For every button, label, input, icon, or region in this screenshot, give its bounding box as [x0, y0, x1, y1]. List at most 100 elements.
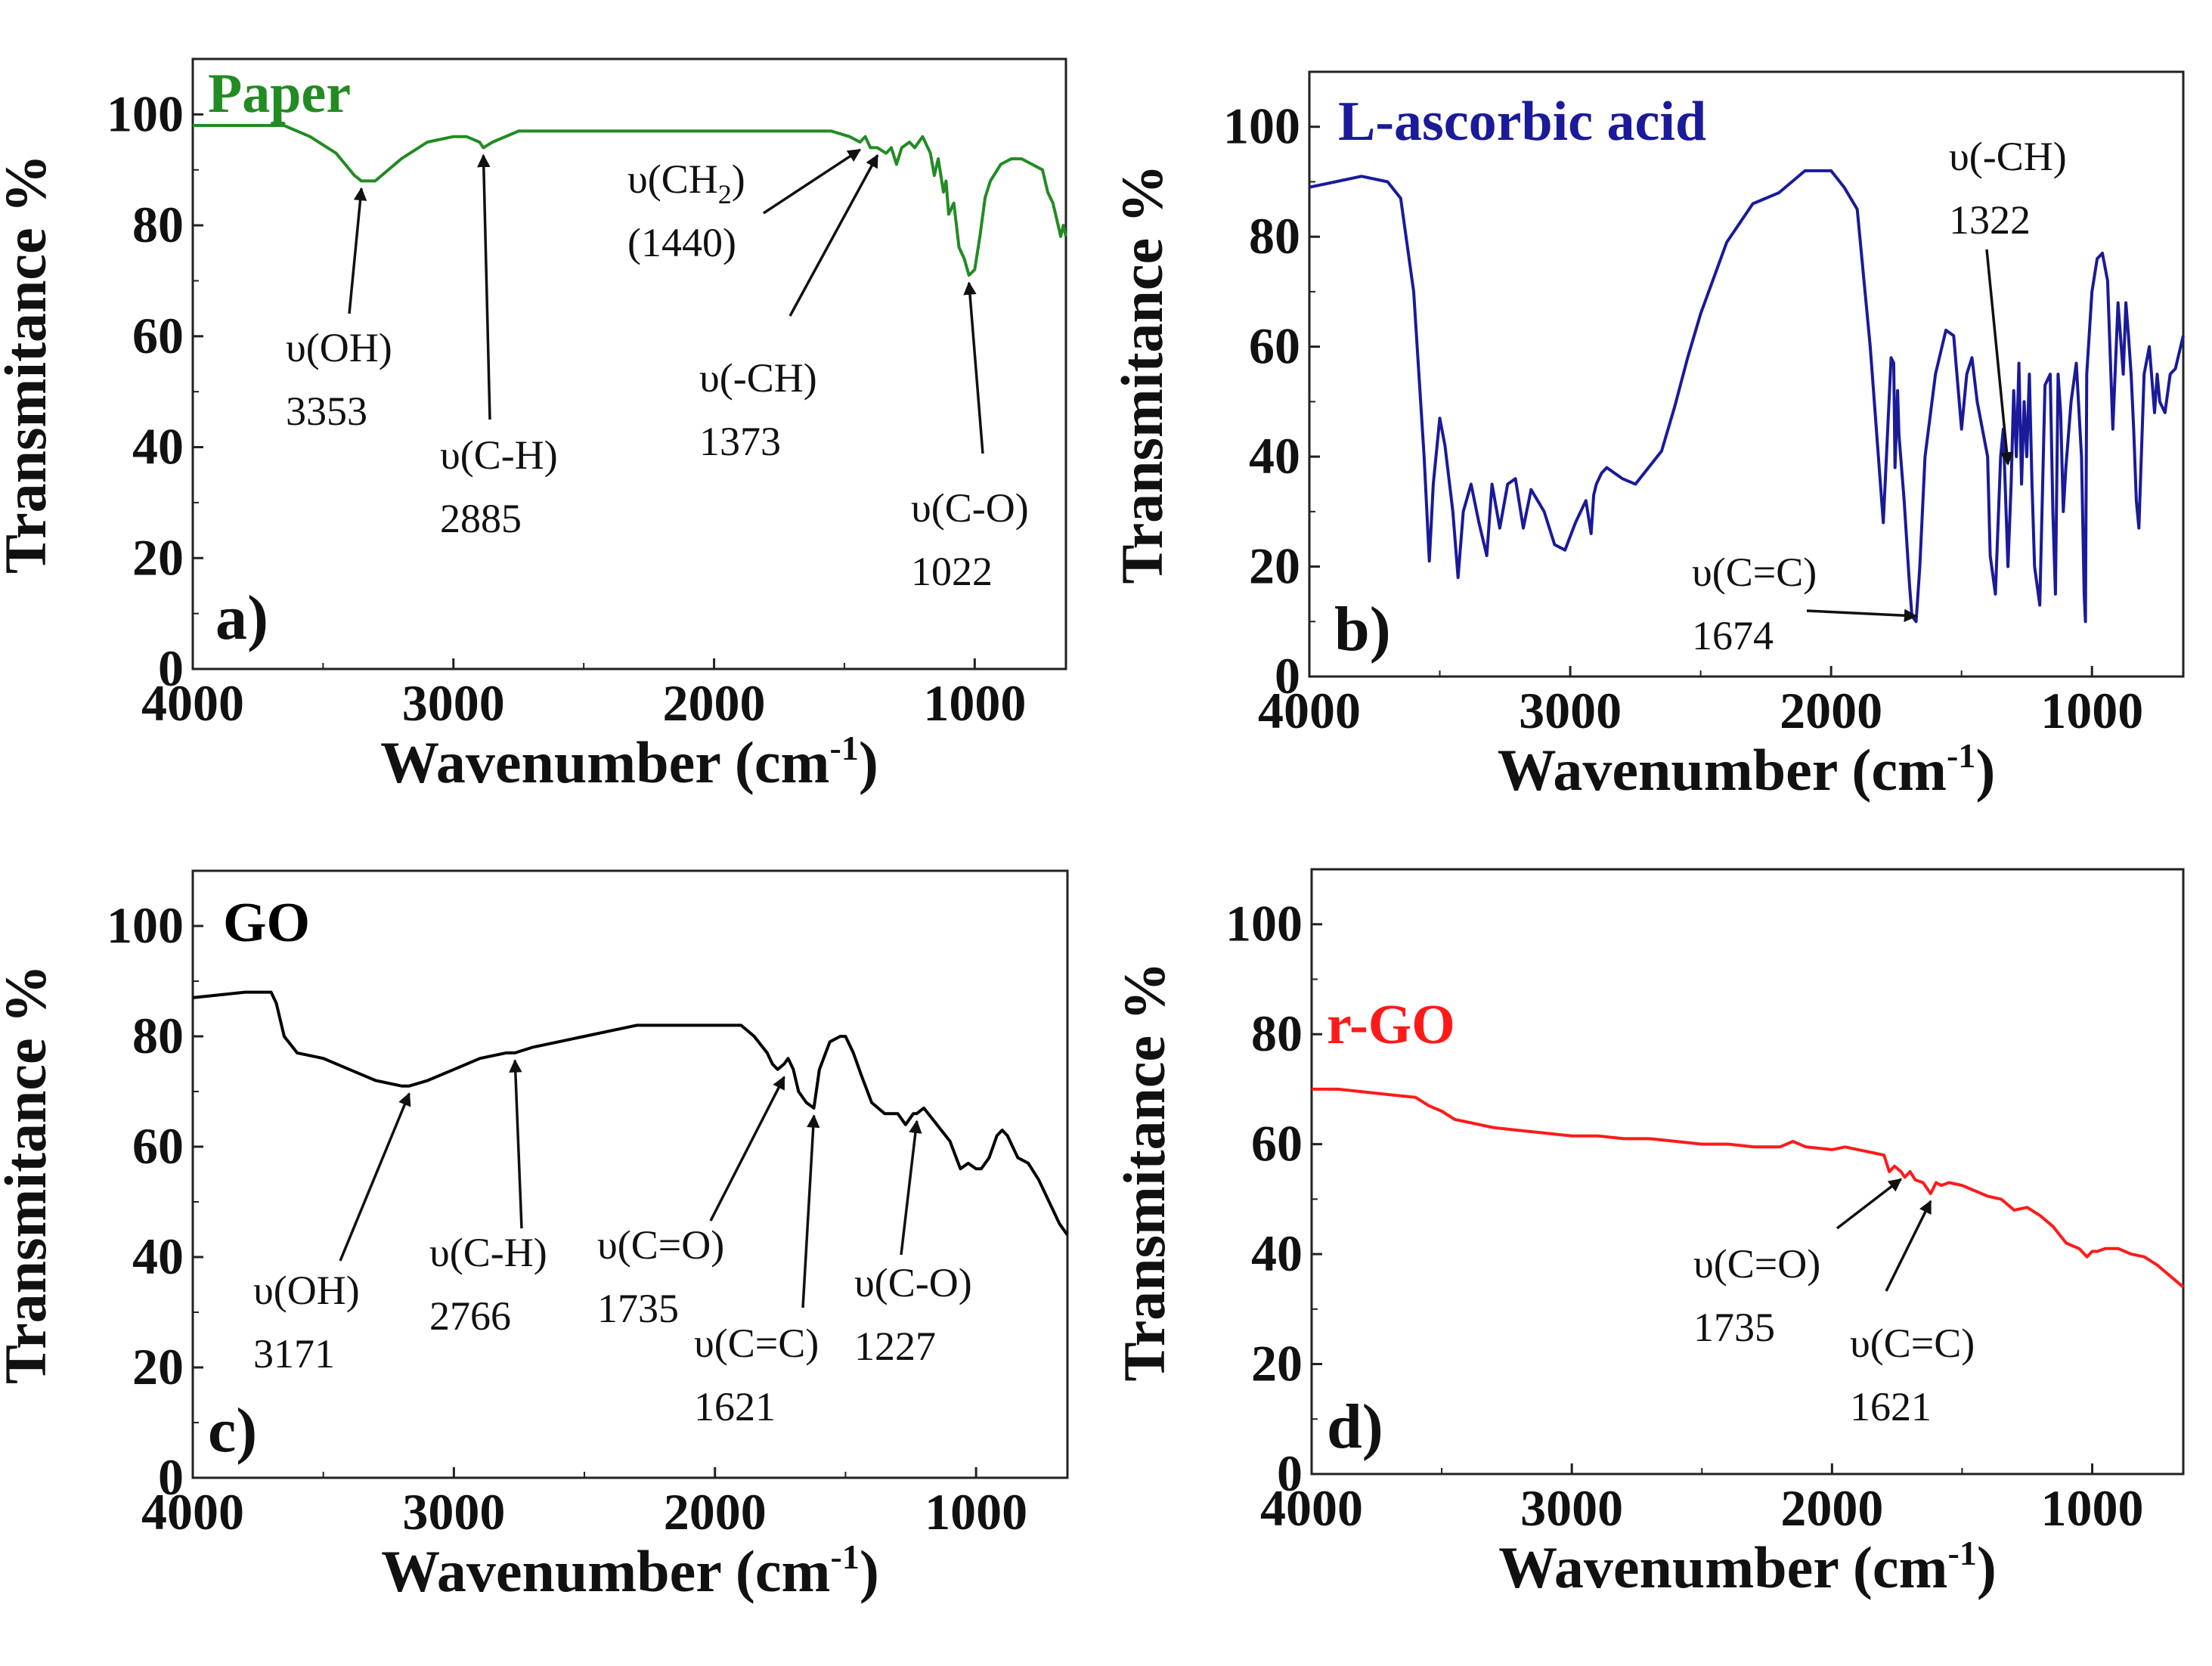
series-line-l-ascorbic-acid: [1309, 169, 2185, 624]
y-tick-label: 20: [132, 528, 184, 586]
annotation-arrow: [477, 153, 491, 420]
annotation-label: υ(C=C): [1692, 550, 1817, 595]
annotation-arrow: [339, 1092, 411, 1262]
y-tick-label: 0: [158, 639, 184, 697]
x-tick-label: 3000: [402, 674, 505, 732]
annotation-value: 1022: [911, 549, 993, 594]
annotation-arrow: [801, 1114, 820, 1308]
plot-frame: [1310, 868, 2185, 1476]
y-tick-label: 0: [158, 1448, 184, 1506]
x-tick-label: 1000: [2041, 1479, 2144, 1537]
x-tick-label: 2000: [1780, 682, 1882, 739]
panel-title: GO: [223, 892, 310, 954]
panel-title: L-ascorbic acid: [1338, 91, 1706, 153]
panel-c: 0 20 40 60 80 100 4000 3000 2000 1000 Wavenumber (…: [0, 869, 1069, 1604]
annotation-value: 1674: [1692, 613, 1774, 658]
annotation-value: 2885: [440, 496, 522, 541]
annotation-arrow: [1885, 1200, 1932, 1292]
annotation-arrow: [763, 148, 862, 215]
y-tick-label: 100: [1225, 895, 1303, 952]
annotation-arrow: [348, 187, 367, 314]
annotation-value: 3353: [286, 389, 367, 434]
y-axis-title: Transmitance %: [0, 154, 58, 574]
annotation-arrow: [1806, 608, 1918, 622]
x-axis-title: Wavenumber (cm-1): [381, 1537, 879, 1604]
annotation-label: υ(C-O): [854, 1260, 972, 1305]
panel-letter: c): [208, 1395, 257, 1466]
y-tick-label: 60: [1249, 317, 1300, 375]
y-tick-label: 20: [1251, 1335, 1303, 1392]
annotation-arrow: [900, 1119, 922, 1256]
y-tick-label: 40: [132, 418, 184, 475]
y-tick-label: 100: [107, 85, 184, 142]
y-tick-label: 40: [1251, 1225, 1303, 1282]
panel-letter: a): [215, 583, 268, 653]
y-tick-label: 60: [132, 1117, 184, 1175]
panel-title: r-GO: [1327, 994, 1455, 1056]
panel-title: Paper: [208, 63, 351, 125]
y-tick-label: 80: [1251, 1005, 1303, 1062]
y-axis-title: Transmitance %: [1111, 962, 1177, 1381]
x-tick-label: 2000: [663, 674, 766, 732]
annotation-value: 2766: [429, 1293, 511, 1339]
plot-frame: [191, 869, 1069, 1479]
annotation-label: υ(C=O): [1693, 1241, 1820, 1287]
annotation-arrow: [1836, 1178, 1902, 1230]
annotation-value: 1735: [1693, 1305, 1775, 1350]
y-axis-title: Transmitance %: [0, 965, 58, 1384]
annotation-arrow: [1985, 249, 2014, 466]
annotation-arrow: [963, 281, 984, 454]
y-axis-title: Transmitance %: [1109, 164, 1175, 584]
panel-d: 0 20 40 60 80 100 4000 3000 2000 1000 Wavenumber (…: [1111, 868, 2185, 1600]
y-tick-label: 60: [132, 307, 184, 364]
x-tick-label: 1000: [925, 1483, 1027, 1541]
annotation-value: 1621: [1850, 1384, 1932, 1429]
x-tick-label: 4000: [1258, 682, 1361, 739]
plot-frame: [1308, 70, 2185, 678]
y-tick-label: 100: [1223, 98, 1300, 155]
x-tick-label: 2000: [1780, 1479, 1883, 1537]
y-tick-label: 80: [132, 196, 184, 253]
x-axis-title: Wavenumber (cm-1): [1498, 736, 1996, 803]
panel-a: 0 20 40 60 80 100 4000 3000 2000 1000 Wavenumber (…: [0, 57, 1067, 795]
annotation-value: 1227: [854, 1324, 936, 1369]
x-tick-label: 4000: [141, 674, 244, 732]
x-tick-label: 1000: [923, 674, 1026, 732]
x-tick-label: 4000: [1260, 1479, 1363, 1537]
y-tick-label: 40: [1249, 427, 1300, 485]
annotation-value: 1621: [694, 1384, 776, 1429]
x-axis-title: Wavenumber (cm-1): [1498, 1534, 1997, 1600]
x-tick-label: 4000: [141, 1483, 244, 1541]
annotation-value: 1373: [699, 419, 781, 464]
y-tick-label: 60: [1251, 1115, 1303, 1172]
panel-b: 0 20 40 60 80 100 4000 3000 2000 1000 Wavenumber (…: [1109, 70, 2185, 803]
annotation-label: υ(C=C): [1850, 1321, 1975, 1366]
y-tick-label: 80: [1249, 207, 1300, 265]
x-tick-label: 1000: [2040, 682, 2143, 739]
series-line-paper: [193, 124, 1067, 277]
annotation-arrow: [509, 1059, 523, 1229]
y-tick-label: 0: [1277, 1445, 1303, 1502]
series-line-go: [192, 990, 1069, 1236]
annotation-label: υ(-CH): [699, 355, 817, 401]
y-tick-label: 80: [132, 1007, 184, 1064]
x-tick-label: 3000: [1520, 1479, 1623, 1537]
annotation-label: υ(C-O): [911, 485, 1029, 531]
annotation-label: υ(CH2): [627, 156, 745, 209]
annotation-arrow: [709, 1076, 785, 1222]
x-axis-title: Wavenumber (cm-1): [380, 729, 878, 795]
y-tick-label: 40: [132, 1228, 184, 1285]
y-tick-label: 20: [132, 1338, 184, 1395]
x-tick-label: 3000: [402, 1483, 505, 1541]
y-tick-label: 100: [107, 896, 184, 954]
panel-letter: b): [1334, 594, 1391, 664]
annotation-label: υ(C=C): [694, 1321, 819, 1366]
annotation-label: υ(OH): [286, 325, 392, 370]
annotation-label: υ(C=O): [597, 1222, 724, 1268]
annotation-value: 1735: [597, 1286, 679, 1331]
y-tick-label: 0: [1275, 647, 1300, 704]
annotation-label: υ(-CH): [1949, 134, 2067, 179]
annotation-label: υ(OH): [253, 1268, 360, 1313]
panel-letter: d): [1327, 1392, 1383, 1462]
